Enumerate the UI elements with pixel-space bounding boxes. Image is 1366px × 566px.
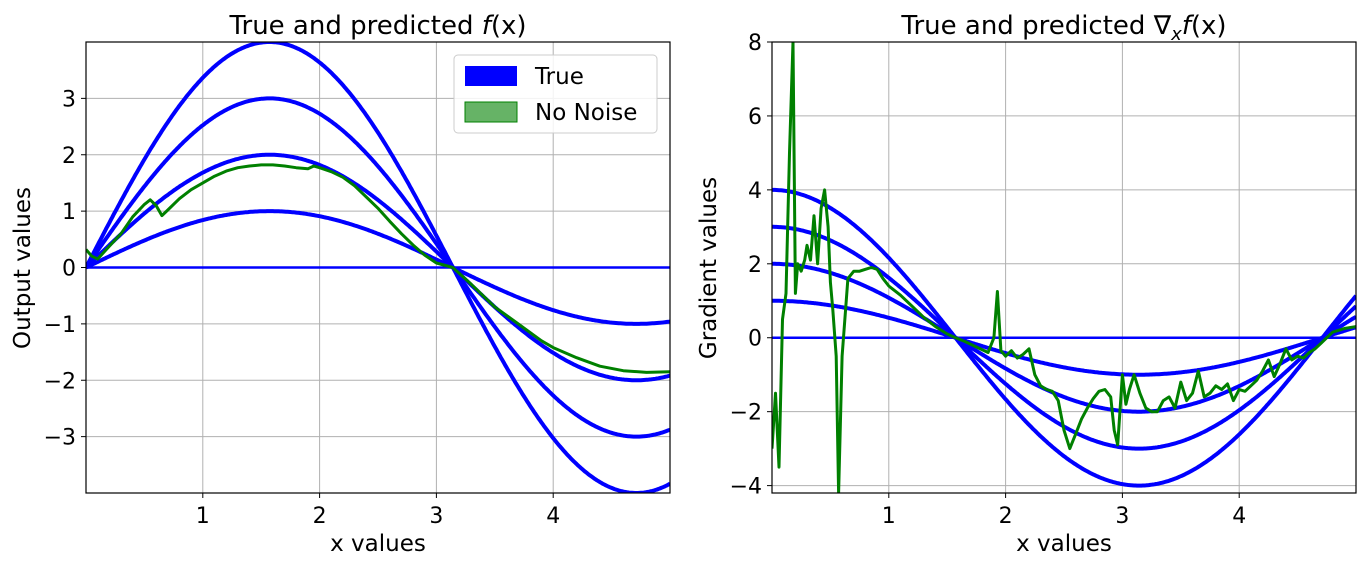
y-tick-label: 2 [62, 144, 76, 169]
chart-left-ticks: 1 2 3 4 −3 −2 −1 0 1 2 3 [44, 87, 561, 529]
chart-right-title: True and predicted ∇xf(x) [900, 11, 1226, 45]
x-tick-label: 3 [429, 504, 443, 529]
series-line-true [86, 96, 670, 439]
chart-right-xlabel: x values [1016, 531, 1112, 557]
chart-left-legend: True No Noise [453, 54, 658, 134]
x-tick-label: 1 [196, 504, 210, 529]
y-tick-label: 6 [748, 105, 762, 130]
chart-left-title: True and predicted f(x) [228, 11, 526, 41]
y-tick-label: 1 [62, 200, 76, 225]
x-tick-label: 4 [546, 504, 560, 529]
chart-left: True and predicted f(x) 1 2 3 4 −3 −2 −1 0 1 2 3 x… [10, 11, 671, 557]
y-tick-label: −2 [730, 401, 762, 426]
y-tick-label: 8 [748, 31, 762, 56]
x-tick-label: 2 [313, 504, 327, 529]
series-line-true [772, 187, 1356, 488]
legend-swatch-true [465, 66, 517, 86]
y-tick-label: 0 [748, 327, 762, 352]
legend-label-no-noise: No Noise [535, 100, 637, 126]
series-line-true [772, 298, 1356, 377]
chart-right-series [772, 42, 1356, 493]
y-tick-label: 3 [62, 87, 76, 112]
y-tick-label: −3 [44, 426, 76, 451]
chart-right-ylabel: Gradient values [696, 177, 722, 359]
series-line-true [86, 209, 670, 326]
y-tick-label: −2 [44, 369, 76, 394]
chart-right: True and predicted ∇xf(x) 1 2 3 4−4−202468 … [696, 11, 1357, 557]
y-tick-label: 0 [62, 257, 76, 282]
legend-swatch-no-noise [464, 101, 518, 123]
series-line-true [86, 42, 670, 493]
chart-left-ylabel: Output values [10, 187, 36, 349]
series-line-no-noise [86, 163, 670, 374]
y-tick-label: 4 [748, 179, 762, 204]
chart-left-series [86, 42, 670, 493]
y-tick-label: 2 [748, 253, 762, 278]
chart-right-plot-frame [771, 41, 1357, 494]
x-tick-label: 4 [1232, 504, 1246, 529]
chart-left-xlabel: x values [330, 531, 426, 557]
x-tick-label: 1 [882, 504, 896, 529]
x-tick-label: 2 [999, 504, 1013, 529]
y-tick-label: −4 [730, 475, 762, 500]
legend-label-true: True [534, 64, 584, 90]
chart-right-ticks: 1 2 3 4 −4 −2 0 2 4 6 8 [730, 31, 1247, 529]
x-tick-label: 3 [1115, 504, 1129, 529]
y-tick-label: −1 [44, 313, 76, 338]
series-line-true [86, 152, 670, 383]
series-line-no-noise [772, 42, 1356, 493]
